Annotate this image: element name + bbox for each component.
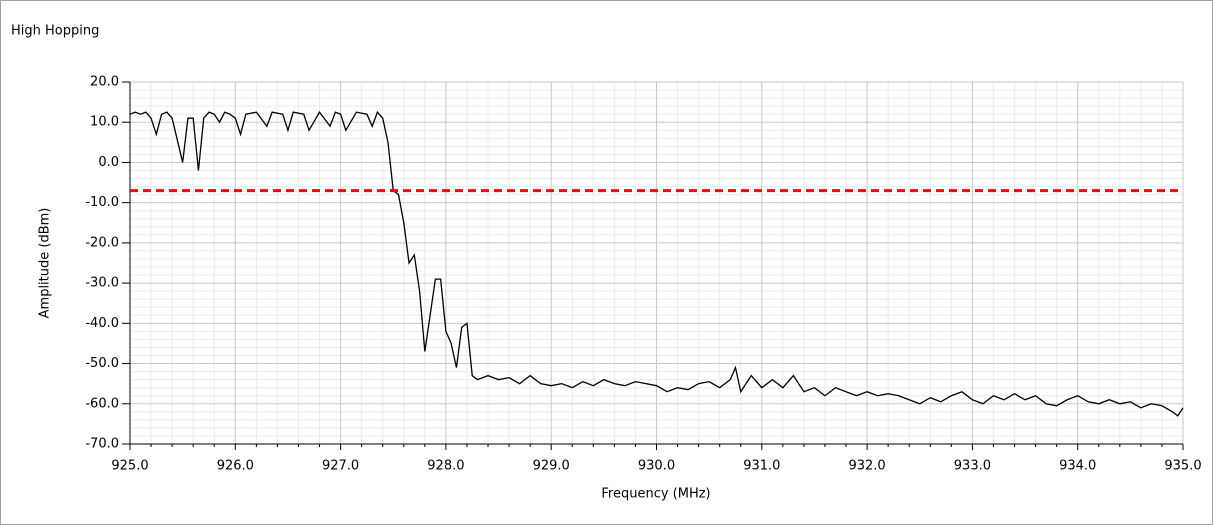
y-tick-label: -70.0	[85, 437, 119, 452]
y-tick-label: 10.0	[90, 115, 119, 130]
y-tick-label: -60.0	[85, 396, 119, 411]
x-axis-label: Frequency (MHz)	[601, 487, 710, 502]
x-tick-label: 930.0	[638, 459, 675, 474]
x-tick-label: 931.0	[743, 459, 780, 474]
x-tick-label: 928.0	[427, 459, 464, 474]
y-tick-label: 0.0	[98, 155, 119, 170]
chart-title: High Hopping	[11, 24, 99, 39]
x-tick-label: 926.0	[217, 459, 254, 474]
y-tick-label: -50.0	[85, 356, 119, 371]
y-tick-label: -10.0	[85, 195, 119, 210]
y-tick-label: -20.0	[85, 235, 119, 250]
x-tick-label: 932.0	[848, 459, 885, 474]
x-tick-label: 934.0	[1059, 459, 1096, 474]
x-tick-label: 925.0	[111, 459, 148, 474]
x-tick-label: 935.0	[1164, 459, 1201, 474]
y-tick-label: -30.0	[85, 276, 119, 291]
x-tick-label: 927.0	[322, 459, 359, 474]
trace	[129, 110, 1184, 417]
y-axis-label: Amplitude (dBm)	[38, 208, 53, 319]
x-tick-label: 933.0	[954, 459, 991, 474]
x-tick-label: 929.0	[533, 459, 570, 474]
y-tick-label: 20.0	[90, 75, 119, 90]
y-tick-label: -40.0	[85, 316, 119, 331]
